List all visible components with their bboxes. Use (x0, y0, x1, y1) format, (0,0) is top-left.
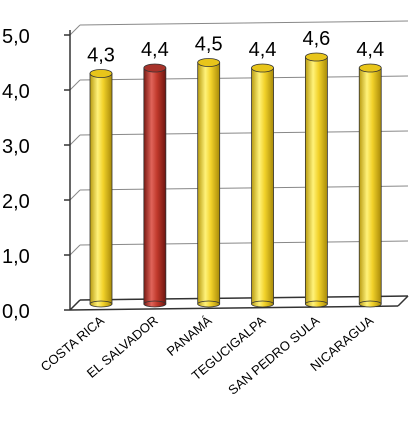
bar-body (251, 67, 274, 305)
y-tick-label: 5,0 (2, 26, 30, 48)
y-tick-label: 3,0 (2, 136, 30, 158)
y-tick-label: 2,0 (2, 191, 30, 213)
bar (89, 69, 113, 308)
grid-line (69, 244, 81, 256)
bar-body (197, 62, 221, 305)
y-tick-label: 4,0 (2, 81, 30, 103)
grid-line (79, 75, 409, 81)
floor-back-line (79, 295, 409, 301)
y-tick-label: 0,0 (2, 301, 30, 323)
bar-cap (143, 63, 167, 73)
data-label: 4,4 (141, 39, 169, 61)
y-tick-labels: 0,0 1,0 2,0 3,0 4,0 5,0 (2, 26, 30, 323)
data-label: 4,4 (249, 39, 277, 61)
y-tick-label: 1,0 (2, 246, 30, 268)
grid-line (69, 79, 81, 91)
bar-base (143, 300, 167, 308)
bar-cap (304, 52, 328, 62)
grid-line (79, 130, 409, 136)
data-labels: 4,3 4,4 4,5 4,4 4,6 4,4 (87, 28, 384, 67)
grid-line (79, 20, 409, 26)
bar-base (197, 300, 221, 308)
bar-cap (251, 63, 274, 73)
data-label: 4,5 (195, 34, 223, 56)
data-label: 4,6 (302, 28, 330, 50)
bar-base (251, 300, 274, 308)
bar-body (143, 67, 167, 305)
grid-line (69, 24, 81, 36)
bar (143, 63, 167, 308)
bar (197, 58, 221, 308)
grid-lines (64, 20, 409, 311)
bar (304, 52, 328, 308)
bar-body (89, 73, 113, 305)
data-label: 4,4 (356, 39, 384, 61)
bar-base (358, 300, 382, 308)
bar-base (304, 300, 328, 308)
category-label: SAN PEDRO SULA (225, 313, 322, 398)
bar (358, 63, 382, 308)
axes (69, 30, 409, 311)
floor-right-edge (397, 295, 409, 307)
bar-cap (197, 58, 221, 67)
grid-line (69, 189, 81, 201)
x-axis-line (69, 305, 399, 311)
bar-base (89, 300, 113, 308)
data-label: 4,3 (87, 45, 115, 67)
grid-line (79, 185, 409, 191)
bar-body (358, 67, 382, 305)
grid-line (79, 240, 409, 246)
bar-cap (358, 63, 382, 73)
bar-body (304, 56, 328, 305)
floor-left-edge (69, 299, 81, 311)
grid-line (69, 134, 81, 146)
bar (251, 63, 274, 308)
bar-cap (89, 69, 113, 78)
bars (89, 52, 382, 308)
category-label: PANAMÁ (164, 313, 215, 359)
